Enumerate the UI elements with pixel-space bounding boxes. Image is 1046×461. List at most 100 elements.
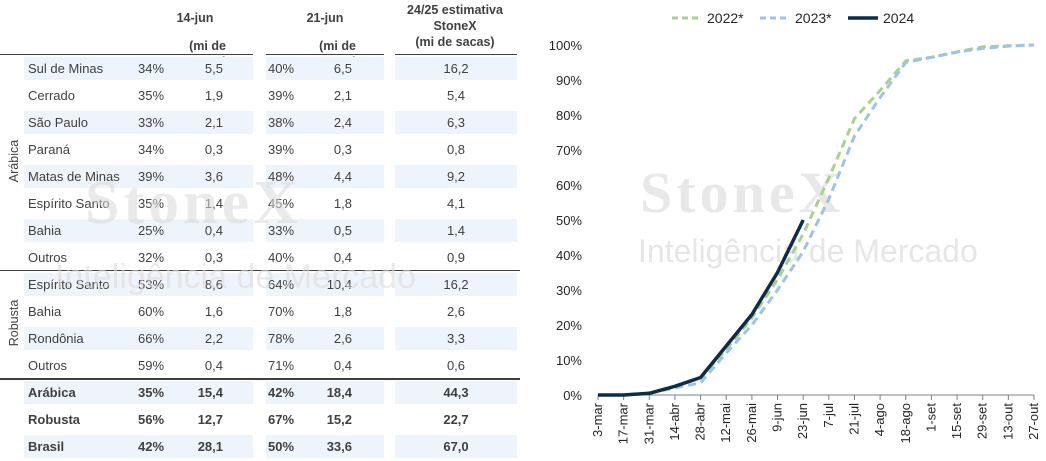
watermark-tagline: Inteligência de Mercado (55, 258, 417, 296)
pct-14-jun-cell: 35% (138, 385, 165, 400)
row-shade (24, 57, 253, 80)
estimate-cell: 16,2 (443, 277, 469, 292)
x-tick-label: 15-set (949, 403, 964, 440)
vol-21-jun-cell: 1,8 (333, 196, 352, 211)
vol-14-jun-cell: 5,5 (204, 61, 223, 76)
y-tick-label: 10% (556, 353, 582, 368)
total-row: Robusta 56% 12,7 67% 15,2 22,7 (0, 406, 520, 433)
x-tick-label: 27-out (1026, 403, 1041, 440)
table-row: Outros 59% 0,4 71% 0,4 0,6 (0, 352, 520, 379)
x-tick-label: 9-jun (770, 403, 785, 432)
estimate-cell: 0,6 (446, 358, 466, 373)
vol-14-jun-cell: 1,4 (204, 196, 223, 211)
estimate-cell: 3,3 (446, 331, 466, 346)
y-tick-label: 100% (549, 38, 583, 53)
row-shade (266, 165, 384, 188)
vol-14-jun-cell: 28,1 (197, 439, 223, 454)
row-shade (395, 435, 517, 458)
table-row: São Paulo 33% 2,1 38% 2,4 6,3 (0, 109, 520, 136)
chart-watermark-tagline: Inteligência de Mercado (638, 233, 978, 269)
y-tick-label: 90% (556, 73, 582, 88)
vol-14-jun-cell: 0,4 (204, 358, 223, 373)
row-shade (395, 327, 517, 350)
row-shade (395, 57, 517, 80)
row-shade (266, 273, 384, 296)
region-cell: Matas de Minas (28, 169, 120, 184)
group-rule-totals (0, 378, 520, 380)
series-line-2024 (598, 219, 805, 397)
pct-14-jun-cell: 32% (138, 250, 165, 265)
x-tick-label: 7-jul (821, 403, 836, 428)
table-row: Bahia 60% 1,6 70% 1,8 2,6 (0, 298, 520, 325)
row-shade (24, 327, 253, 350)
header-estimate-line2: StoneX (433, 19, 477, 33)
legend-label: 2023* (795, 10, 832, 26)
x-tick-label: 3-mar (590, 402, 605, 437)
region-cell: Outros (28, 358, 68, 373)
estimate-cell: 0,9 (446, 250, 466, 265)
vol-14-jun-cell: 12,7 (197, 412, 223, 427)
header-14-jun-date: 14-jun (176, 11, 214, 25)
pct-21-jun-cell: 40% (268, 250, 295, 265)
row-shade (24, 111, 253, 134)
pct-14-jun-cell: 53% (138, 277, 165, 292)
total-row: Arábica 35% 15,4 42% 18,4 44,3 (0, 379, 520, 406)
vol-21-jun-cell: 0,4 (333, 358, 352, 373)
region-cell: Robusta (28, 412, 80, 427)
pct-14-jun-cell: 56% (138, 412, 165, 427)
x-tick-label: 21-jul (846, 403, 861, 435)
y-tick-label: 70% (556, 143, 582, 158)
table-row: Sul de Minas 34% 5,5 40% 6,5 16,2 (0, 55, 520, 82)
region-cell: São Paulo (28, 115, 88, 130)
vol-14-jun-cell: 0,3 (204, 142, 223, 157)
series-line-2023 (598, 43, 1035, 397)
series-line-2022 (598, 43, 1035, 397)
vol-21-jun-cell: 2,1 (333, 88, 352, 103)
region-cell: Brasil (28, 439, 65, 454)
group-rule-robusta (0, 270, 520, 271)
legend-label: 2024 (883, 10, 914, 26)
row-shade (395, 219, 517, 242)
row-shade (395, 165, 517, 188)
pct-21-jun-cell: 50% (268, 439, 295, 454)
x-tick-label: 23-jun (795, 403, 810, 439)
pct-14-jun-cell: 42% (138, 439, 165, 454)
watermark-brand: StoneX (85, 169, 302, 237)
vol-21-jun-cell: 10,4 (326, 277, 352, 292)
pct-14-jun-cell: 34% (138, 61, 165, 76)
table-row: Outros 32% 0,3 40% 0,4 0,9 (0, 244, 520, 271)
row-shade (395, 381, 517, 404)
row-shade (266, 435, 384, 458)
table-row: Matas de Minas 39% 3,6 48% 4,4 9,2 (0, 163, 520, 190)
pct-14-jun-cell: 33% (138, 115, 165, 130)
total-row: Brasil 42% 28,1 50% 33,6 67,0 (0, 433, 520, 460)
estimate-cell: 22,7 (443, 412, 469, 427)
harvest-progress-chart: StoneX Inteligência de Mercado 0% 10% 20% 30%… (520, 0, 1046, 461)
pct-21-jun-cell: 40% (268, 61, 295, 76)
row-shade (24, 435, 253, 458)
pct-21-jun-cell: 39% (268, 88, 295, 103)
estimate-cell: 0,8 (446, 142, 466, 157)
x-tick-label: 14-abr (667, 402, 682, 440)
x-tick-label: 12-mai (718, 403, 733, 443)
header-rule-right (395, 54, 517, 55)
header-estimate-line3: (mi de sacas) (415, 35, 495, 49)
estimate-cell: 9,2 (446, 169, 466, 184)
vol-21-jun-cell: 0,4 (333, 250, 352, 265)
group-label-arabica: Arábica (7, 139, 21, 183)
x-tick-label: 17-mar (616, 402, 631, 444)
y-tick-label: 60% (556, 178, 582, 193)
vol-14-jun-cell: 3,6 (204, 169, 223, 184)
pct-21-jun-cell: 78% (268, 331, 295, 346)
row-shade (24, 381, 253, 404)
pct-21-jun-cell: 38% (268, 115, 295, 130)
vol-14-jun-cell: 2,1 (204, 115, 223, 130)
vol-14-jun-cell: 15,4 (197, 385, 223, 400)
x-tick-label: 29-set (975, 403, 990, 440)
pct-21-jun-cell: 39% (268, 142, 295, 157)
vol-21-jun-cell: 0,3 (333, 142, 352, 157)
region-cell: Bahia (28, 304, 62, 319)
header-rule-left (0, 54, 253, 55)
estimate-cell: 5,4 (446, 88, 466, 103)
vol-21-jun-cell: 2,4 (333, 115, 352, 130)
